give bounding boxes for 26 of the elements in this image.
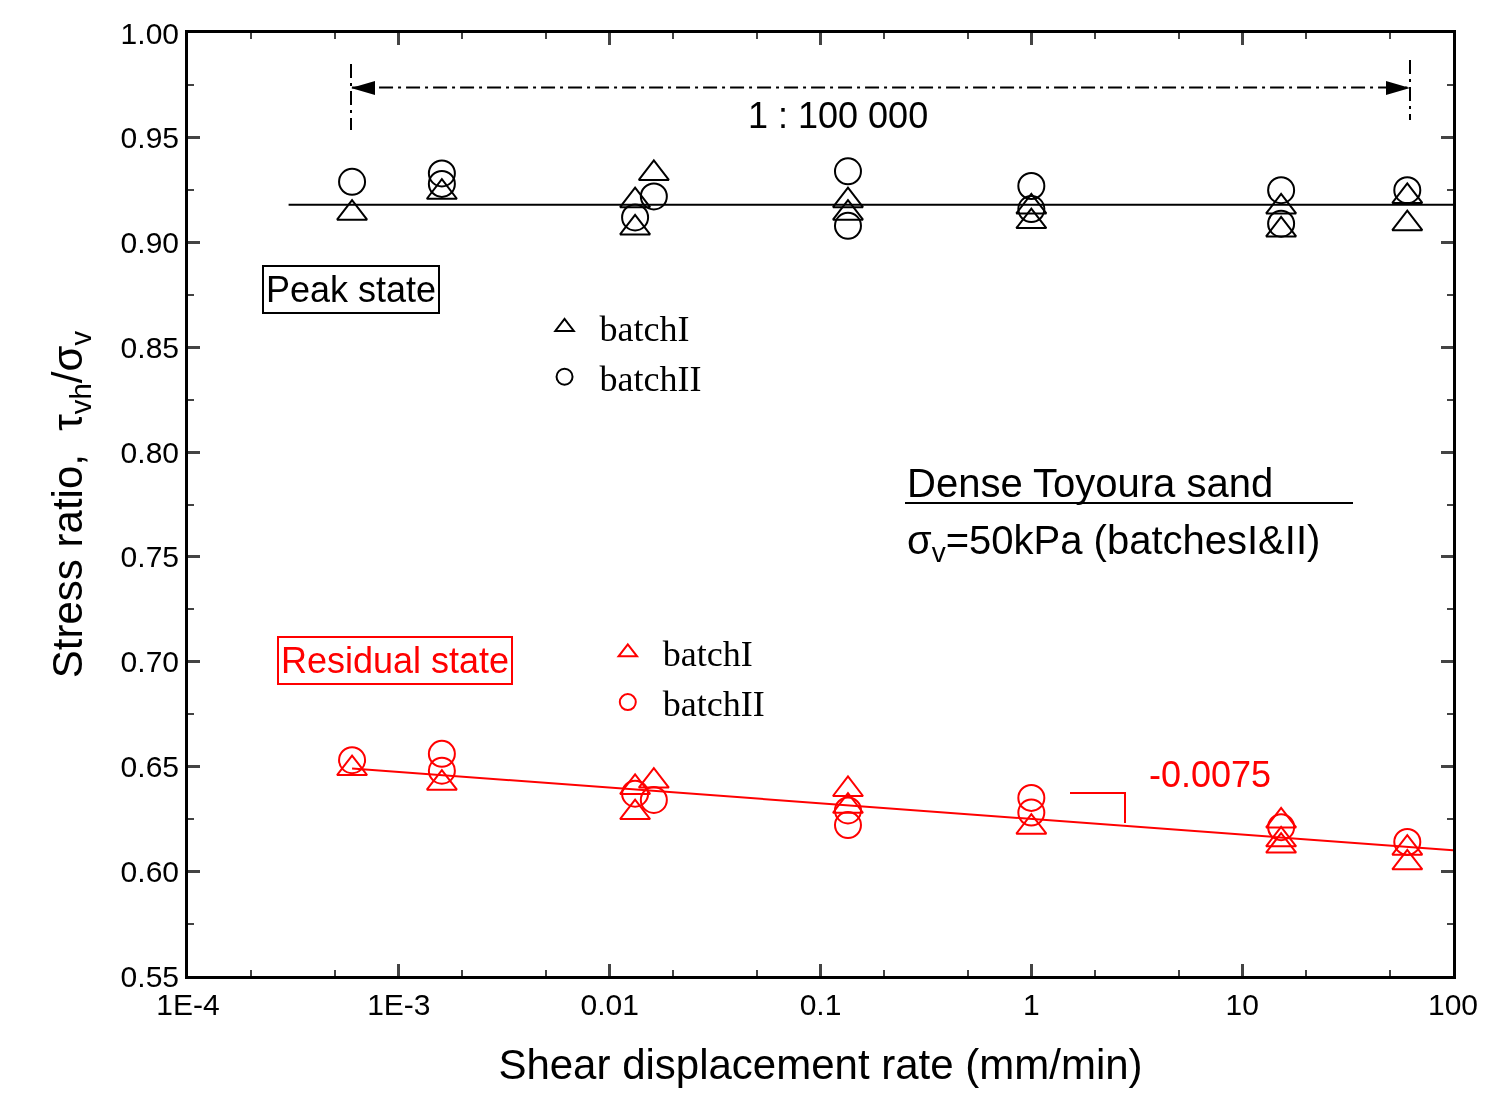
annotation: Peak state [266,269,437,310]
y-tick-label: 0.80 [120,435,179,469]
x-tick-label: 10 [1225,988,1259,1021]
x-tick-label: 0.1 [799,988,842,1021]
x-tick-label: 1 [1022,988,1040,1021]
annotation: -0.0075 [1149,754,1272,795]
legend-label: batchII [662,684,765,725]
legend-label: batchI [662,634,753,675]
x-tick-label: 100 [1427,988,1479,1021]
y-tick-label: 0.85 [120,330,179,364]
y-tick-label: 0.95 [120,121,179,155]
annotation: 1 : 100 000 [748,95,929,136]
annotation: Dense Toyoura sand [907,461,1274,505]
y-tick-label: 0.60 [120,854,179,888]
y-tick-label: 0.65 [120,749,179,783]
annotation: Residual state [281,640,510,681]
x-tick-label: 0.01 [580,988,639,1021]
y-tick-label: 0.70 [120,645,179,679]
x-tick-label: 1E-3 [367,988,431,1021]
y-tick-label: 0.90 [120,226,179,260]
y-tick-label: 1.00 [120,16,179,50]
legend-label: batchI [599,308,690,349]
y-tick-label: 0.75 [120,540,179,574]
x-axis-title: Shear displacement rate (mm/min) [498,1040,1143,1088]
legend-label: batchII [599,358,702,399]
annotation: σ$_{v}$=50kPa (batchesI&II) [907,518,1321,569]
